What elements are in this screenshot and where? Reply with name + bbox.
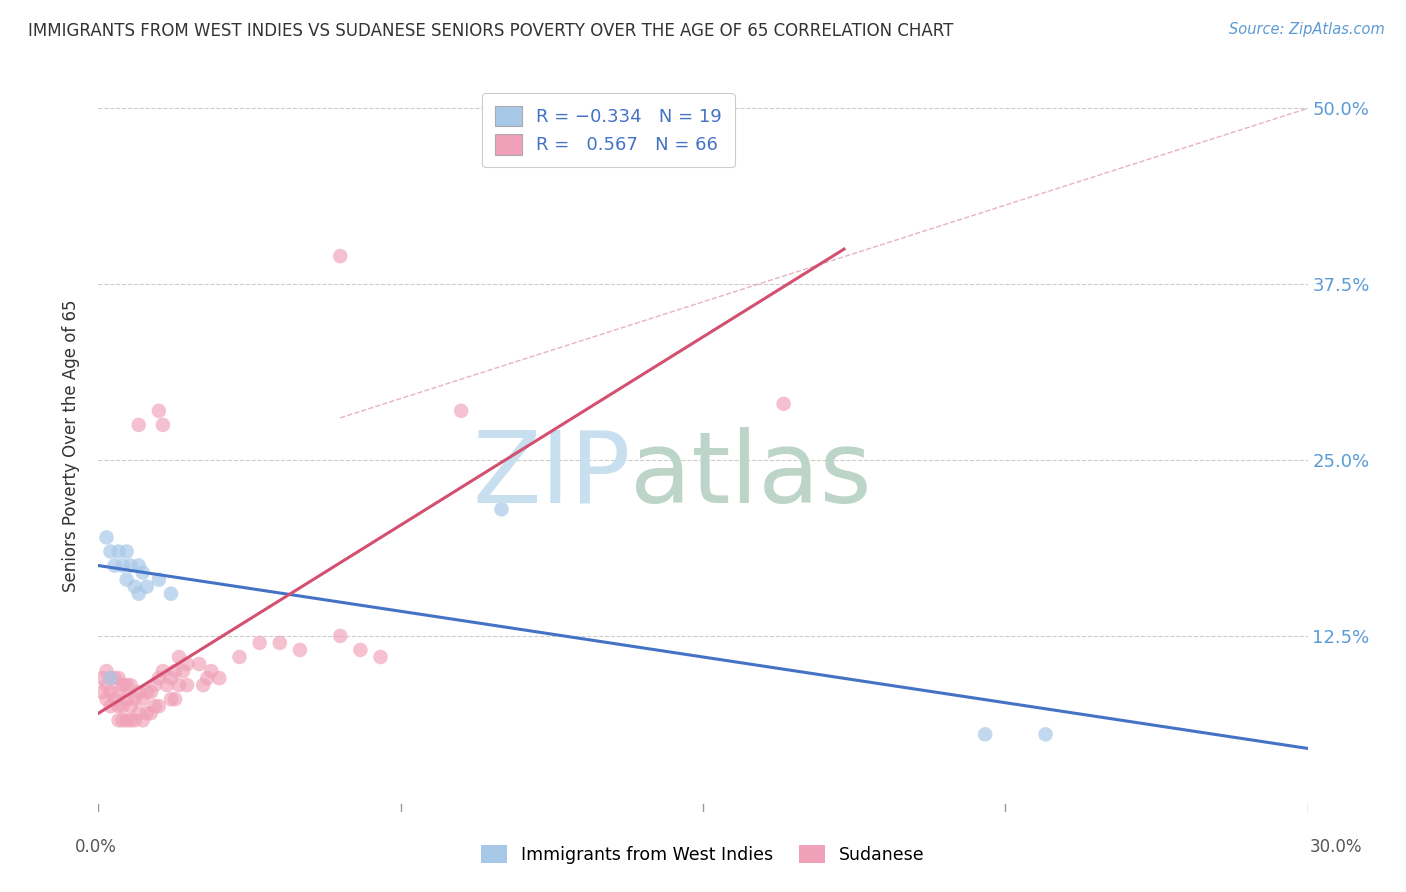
Point (128, 417, 150, 432)
Point (135, 706, 157, 721)
Point (329, 629, 352, 643)
Point (152, 417, 174, 432)
Point (148, 671, 170, 685)
Point (124, 580, 146, 594)
Point (111, 558, 134, 573)
Point (139, 685, 162, 699)
Text: atlas: atlas (630, 426, 872, 524)
Point (100, 671, 122, 685)
Point (124, 692, 146, 706)
Point (132, 692, 155, 706)
Point (135, 580, 157, 594)
Point (172, 664, 194, 678)
Point (148, 404, 170, 418)
Point (450, 404, 472, 418)
Text: IMMIGRANTS FROM WEST INDIES VS SUDANESE SENIORS POVERTY OVER THE AGE OF 65 CORRE: IMMIGRANTS FROM WEST INDIES VS SUDANESE … (28, 22, 953, 40)
Point (96, 678, 118, 692)
Point (288, 643, 311, 657)
Point (249, 636, 271, 650)
Point (111, 678, 134, 692)
Point (115, 692, 138, 706)
Text: Source: ZipAtlas.com: Source: ZipAtlas.com (1229, 22, 1385, 37)
Point (163, 664, 186, 678)
Point (176, 678, 198, 692)
Point (115, 714, 138, 728)
Point (163, 692, 186, 706)
Point (111, 714, 134, 728)
Point (107, 544, 129, 558)
Point (228, 650, 250, 665)
Point (200, 664, 222, 678)
Point (100, 685, 122, 699)
Point (156, 678, 179, 692)
Point (132, 714, 155, 728)
Point (152, 664, 174, 678)
Point (120, 678, 142, 692)
Point (128, 685, 150, 699)
Point (91, 671, 114, 685)
Point (128, 558, 150, 573)
Point (135, 685, 157, 699)
Point (176, 657, 198, 671)
Point (100, 544, 122, 558)
Point (772, 397, 794, 411)
Point (96, 692, 118, 706)
Point (100, 671, 122, 685)
Point (160, 671, 183, 685)
Point (111, 699, 134, 714)
Point (96, 664, 118, 678)
Point (148, 573, 170, 587)
Point (160, 692, 183, 706)
Point (124, 714, 146, 728)
Point (107, 671, 129, 685)
Point (115, 678, 138, 692)
Point (120, 714, 142, 728)
Legend: R = −0.334   N = 19, R =   0.567   N = 66: R = −0.334 N = 19, R = 0.567 N = 66 (482, 93, 735, 167)
Point (491, 502, 513, 516)
Point (195, 671, 218, 685)
Y-axis label: Seniors Poverty Over the Age of 65: Seniors Poverty Over the Age of 65 (62, 300, 80, 592)
Point (329, 249, 352, 263)
Point (974, 727, 997, 741)
Point (103, 692, 125, 706)
Point (115, 544, 138, 558)
Point (269, 636, 291, 650)
Text: 0.0%: 0.0% (75, 838, 117, 856)
Point (107, 714, 129, 728)
Point (143, 699, 166, 714)
Point (120, 558, 142, 573)
Point (103, 671, 125, 685)
Text: ZIP: ZIP (472, 426, 630, 524)
Point (1035, 727, 1057, 741)
Point (370, 650, 392, 665)
Point (96, 530, 118, 544)
Point (148, 699, 170, 714)
Point (167, 650, 190, 665)
Point (132, 566, 155, 580)
Point (139, 706, 162, 721)
Point (107, 699, 129, 714)
Point (91, 685, 114, 699)
Point (188, 657, 211, 671)
Point (115, 573, 138, 587)
Point (167, 678, 190, 692)
Point (100, 699, 122, 714)
Point (128, 706, 150, 721)
Point (128, 587, 150, 601)
Point (193, 678, 215, 692)
Point (349, 643, 371, 657)
Point (120, 699, 142, 714)
Point (107, 685, 129, 699)
Text: 30.0%: 30.0% (1309, 838, 1362, 856)
Point (143, 678, 166, 692)
Point (208, 671, 231, 685)
Legend: Immigrants from West Indies, Sudanese: Immigrants from West Indies, Sudanese (472, 837, 934, 872)
Point (160, 587, 183, 601)
Point (103, 558, 125, 573)
